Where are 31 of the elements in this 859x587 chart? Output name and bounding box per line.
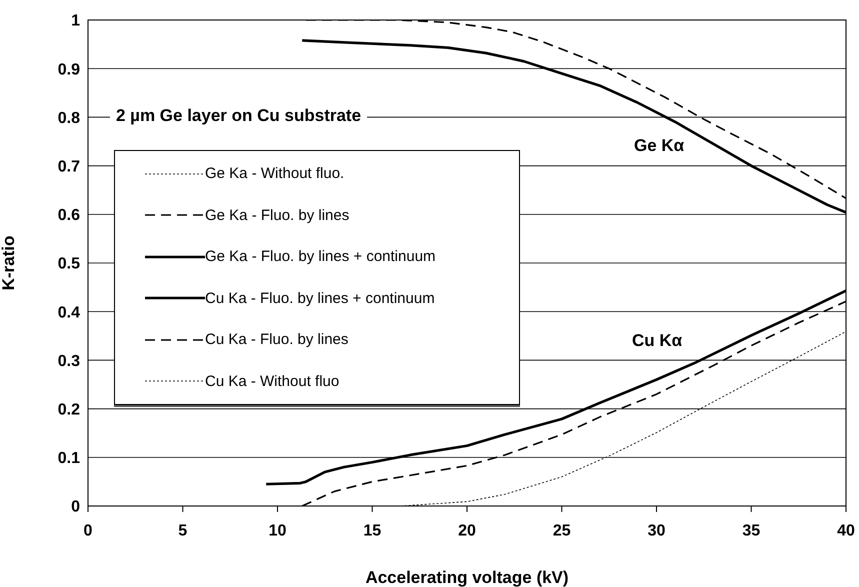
legend-label: Cu Ka - Fluo. by lines xyxy=(205,331,348,348)
x-tick-label: 10 xyxy=(268,522,286,540)
y-tick-label: 0 xyxy=(71,498,80,516)
y-tick-label: 0.6 xyxy=(58,207,80,224)
y-axis-title: K-ratio xyxy=(0,236,18,290)
x-tick-label: 40 xyxy=(837,522,855,540)
y-tick-label: 0.7 xyxy=(58,158,80,176)
x-tick-label: 15 xyxy=(363,522,382,540)
legend-label: Ge Ka - Fluo. by lines xyxy=(205,206,350,224)
annotation: Cu Kα xyxy=(631,331,684,351)
legend-label: Ge Ka - Fluo. by lines + continuum xyxy=(205,248,436,266)
legend-label: Cu Ka - Fluo. by lines + continuum xyxy=(205,290,435,307)
x-tick-label: 5 xyxy=(178,522,188,540)
y-tick-label: 0.8 xyxy=(58,110,80,127)
annotation: Ge Kα xyxy=(633,136,686,156)
x-tick-label: 0 xyxy=(84,522,93,540)
legend-label: Cu Ka - Without fluo xyxy=(205,372,340,390)
y-tick-label: 0.4 xyxy=(58,304,80,322)
annotation: 2 µm Ge layer on Cu substrate xyxy=(110,106,368,126)
x-tick-label: 20 xyxy=(458,522,476,540)
y-tick-label: 0.2 xyxy=(58,401,80,418)
y-tick-label: 1 xyxy=(71,12,80,30)
x-axis-title: Accelerating voltage (kV) xyxy=(365,568,569,587)
y-tick-label: 0.1 xyxy=(58,450,80,468)
x-tick-label: 25 xyxy=(552,522,571,540)
x-tick-label: 30 xyxy=(648,522,666,540)
y-tick-label: 0.5 xyxy=(58,256,80,273)
y-tick-label: 0.3 xyxy=(58,352,80,370)
x-tick-label: 35 xyxy=(742,522,760,540)
legend-label: Ge Ka - Without fluo. xyxy=(205,165,344,182)
y-tick-label: 0.9 xyxy=(58,61,80,78)
